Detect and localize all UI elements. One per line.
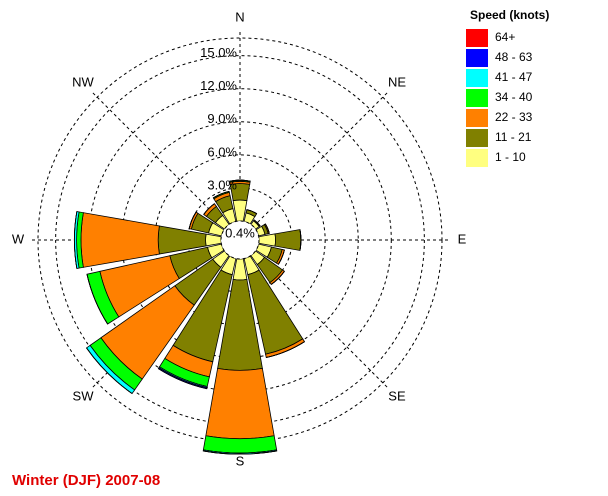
chart-title: Winter (DJF) 2007-08 <box>12 472 160 489</box>
direction-label: N <box>235 9 244 24</box>
direction-label: E <box>458 231 467 246</box>
radial-line <box>91 91 227 227</box>
direction-label: NW <box>72 74 94 89</box>
direction-label: S <box>236 453 245 468</box>
ring-label: 9.0% <box>207 111 237 126</box>
legend-swatch <box>466 69 488 87</box>
wind-segment <box>229 179 251 182</box>
wind-segment <box>253 219 261 227</box>
wind-segment <box>299 229 302 251</box>
wind-segment <box>203 203 215 215</box>
direction-label: NE <box>388 74 406 89</box>
radial-line <box>253 91 389 227</box>
wind-segment <box>246 209 257 215</box>
legend-label: 1 - 10 <box>495 150 526 164</box>
direction-label: SE <box>388 388 406 403</box>
calm-label: 0.4% <box>225 225 255 240</box>
wind-segment <box>265 223 270 234</box>
legend-swatch <box>466 129 488 147</box>
legend-label: 48 - 63 <box>495 50 533 64</box>
bars-layer <box>73 179 306 455</box>
calm-circle <box>220 220 260 260</box>
legend-label: 22 - 33 <box>495 110 533 124</box>
ring-label: 12.0% <box>200 78 237 93</box>
direction-label: SW <box>73 388 95 403</box>
legend-swatch <box>466 49 488 67</box>
wind-segment <box>202 435 278 454</box>
legend-swatch <box>466 29 488 47</box>
legend-swatch <box>466 89 488 107</box>
ring-label: 6.0% <box>207 144 237 159</box>
ring-label: 15.0% <box>200 45 237 60</box>
legend-label: 41 - 47 <box>495 70 533 84</box>
direction-label: W <box>12 231 25 246</box>
wind-segment <box>270 270 285 285</box>
wind-segment <box>158 368 207 390</box>
grid-ring <box>121 121 359 359</box>
ring-label: 3.0% <box>207 177 237 192</box>
legend-label: 64+ <box>495 30 515 44</box>
legend-title: Speed (knots) <box>470 8 549 22</box>
wind-segment <box>205 367 275 440</box>
label-layer: 0.4% 3.0% 6.0% 9.0% 12.0% 15.0% N NE E SE S SW W NW 64… <box>12 9 533 468</box>
legend-label: 34 - 40 <box>495 90 533 104</box>
legend-swatch <box>466 149 488 167</box>
legend-swatch <box>466 109 488 127</box>
legend-label: 11 - 21 <box>495 130 532 144</box>
